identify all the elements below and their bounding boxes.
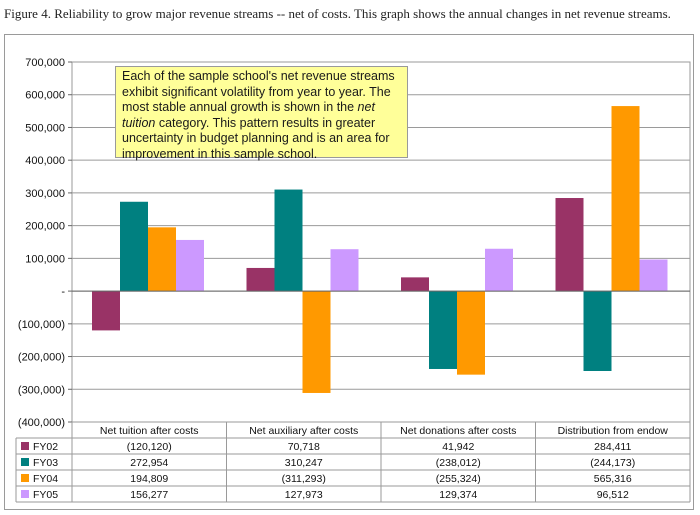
bar-fy03-1 [274, 189, 303, 292]
axes: 700,000 600,000 500,000 400,000 300,000 200,0… [18, 57, 690, 429]
data-label: (238,012) [436, 457, 481, 469]
data-label: (255,324) [436, 473, 481, 485]
category-label: Net auxiliary after costs [249, 425, 358, 437]
bars [92, 106, 668, 393]
bar-fy05-1 [330, 249, 359, 292]
chart-frame [4, 34, 694, 510]
bar-fy04-2 [457, 291, 485, 375]
data-label: 70,718 [288, 441, 320, 453]
bar-fy02-0 [92, 291, 120, 331]
annotation-text-part2: category. This pattern results in greate… [122, 115, 390, 161]
legend-swatch-fy05 [21, 490, 29, 498]
bar-fy05-0 [176, 239, 204, 292]
bar-fy02-2 [401, 277, 429, 292]
data-label: 272,954 [130, 457, 168, 469]
y-tick-label: 100,000 [25, 253, 65, 265]
category-label: Net tuition after costs [100, 425, 199, 437]
y-tick-label: 500,000 [25, 122, 65, 134]
annotation-emphasis: net tuition [122, 100, 375, 130]
y-tick-label: - [61, 286, 65, 298]
y-tick-label: (100,000) [18, 319, 65, 331]
data-label: 96,512 [597, 489, 629, 501]
data-label: 127,973 [285, 489, 323, 501]
data-label: 156,277 [130, 489, 168, 501]
annotation-note: Each of the sample school's net revenue … [115, 66, 408, 161]
bar-fy05-3 [639, 259, 668, 292]
data-table: Net tuition after costs Net auxiliary aft… [15, 421, 691, 503]
bar-fy03-2 [429, 291, 457, 369]
data-label: 41,942 [442, 441, 474, 453]
bar-fy04-0 [148, 227, 176, 292]
bar-fy04-3 [611, 106, 640, 292]
category-label: Net donations after costs [400, 425, 516, 437]
y-tick-label: (300,000) [18, 384, 65, 396]
data-label: 565,316 [594, 473, 632, 485]
data-label: 284,411 [594, 441, 631, 453]
annotation-text-part1: Each of the sample school's net revenue … [122, 69, 395, 114]
y-tick-label: 300,000 [25, 188, 65, 200]
legend-swatch-fy02 [21, 442, 29, 450]
y-tick-label: 200,000 [25, 221, 65, 233]
y-tick-label: (200,000) [18, 352, 65, 364]
bar-fy03-0 [120, 201, 148, 292]
bar-fy03-3 [583, 291, 612, 372]
data-label: 129,374 [439, 489, 477, 501]
y-tick-label: 400,000 [25, 155, 65, 167]
legend-label-fy03: FY03 [33, 457, 58, 469]
data-label: 310,247 [285, 457, 323, 469]
category-label: Distribution from endow [558, 425, 669, 437]
figure-caption: Figure 4. Reliability to grow major reve… [4, 6, 671, 21]
bar-fy02-1 [246, 267, 275, 292]
bar-fy04-1 [302, 291, 331, 393]
legend-swatch-fy04 [21, 474, 29, 482]
y-tick-label: (400,000) [18, 417, 65, 429]
data-label: 194,809 [130, 473, 168, 485]
bar-fy05-2 [485, 248, 513, 292]
legend-swatch-fy03 [21, 458, 29, 466]
legend-label-fy02: FY02 [33, 441, 58, 453]
legend-label-fy04: FY04 [33, 473, 58, 485]
y-tick-label: 600,000 [25, 90, 65, 102]
y-tick-label: 700,000 [25, 57, 65, 69]
data-label: (311,293) [282, 473, 326, 485]
bar-fy02-3 [555, 198, 584, 292]
data-label: (120,120) [127, 441, 172, 453]
legend-label-fy05: FY05 [33, 489, 58, 501]
data-label: (244,173) [590, 457, 635, 469]
